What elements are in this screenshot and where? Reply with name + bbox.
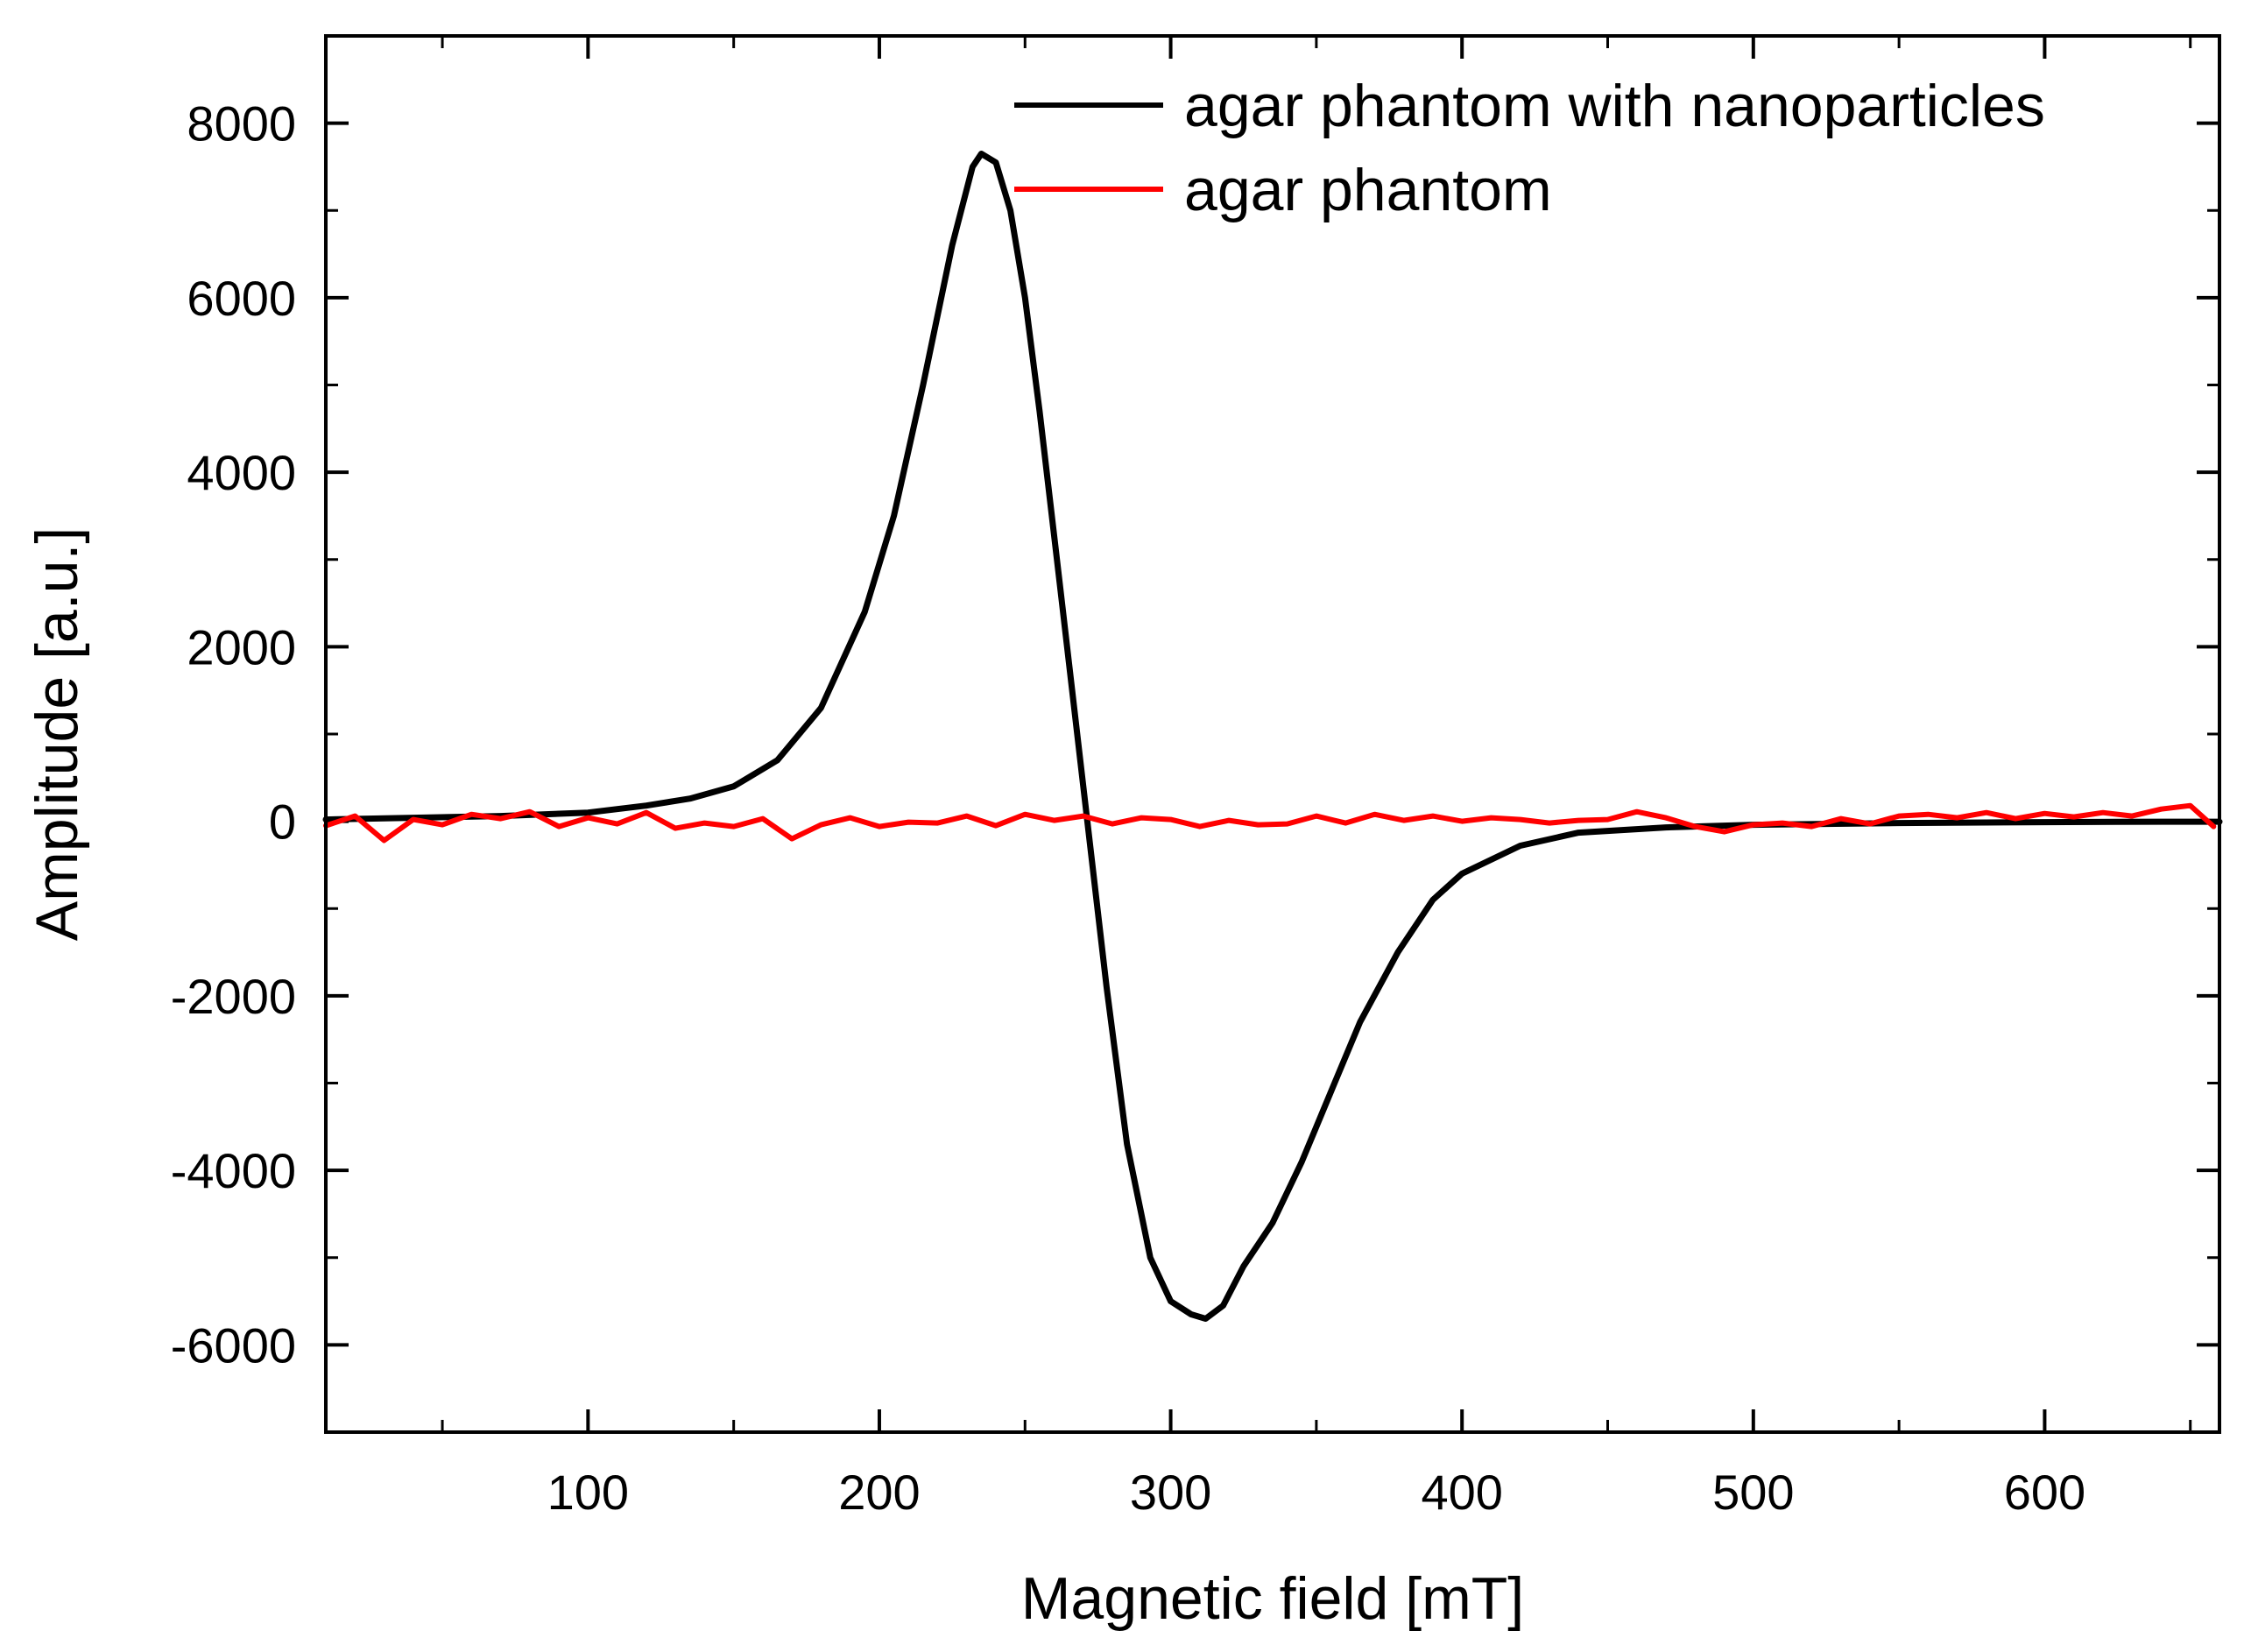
legend-label-nanoparticles: agar phantom with nanoparticles: [1184, 73, 2045, 139]
y-tick-label: 2000: [187, 619, 296, 674]
x-tick-label: 500: [1712, 1465, 1794, 1520]
x-axis-title: Magnetic field [mT]: [1021, 1565, 1524, 1632]
legend: agar phantom with nanoparticles agar pha…: [1014, 73, 2045, 223]
y-tick-label: -6000: [171, 1317, 296, 1373]
y-tick-label: 6000: [187, 271, 296, 326]
series-line-nanoparticles: [322, 151, 2223, 1322]
y-tick-label: -2000: [171, 969, 296, 1024]
y-tick-label: -4000: [171, 1143, 296, 1198]
x-tick-label: 600: [2004, 1465, 2085, 1520]
series-line-agar: [323, 802, 2217, 844]
plot-frame: [324, 34, 2221, 1434]
x-tick-label: 100: [547, 1465, 629, 1520]
y-tick-label: 4000: [187, 445, 296, 500]
x-tick-label: 300: [1130, 1465, 1211, 1520]
y-axis-title: Amplitude [a.u.]: [24, 527, 90, 941]
legend-label-agar: agar phantom: [1184, 157, 1552, 223]
y-tick-label: 0: [269, 794, 296, 850]
x-tick-label: 200: [838, 1465, 920, 1520]
y-tick-label: 8000: [187, 96, 296, 152]
x-tick-label: 400: [1421, 1465, 1502, 1520]
